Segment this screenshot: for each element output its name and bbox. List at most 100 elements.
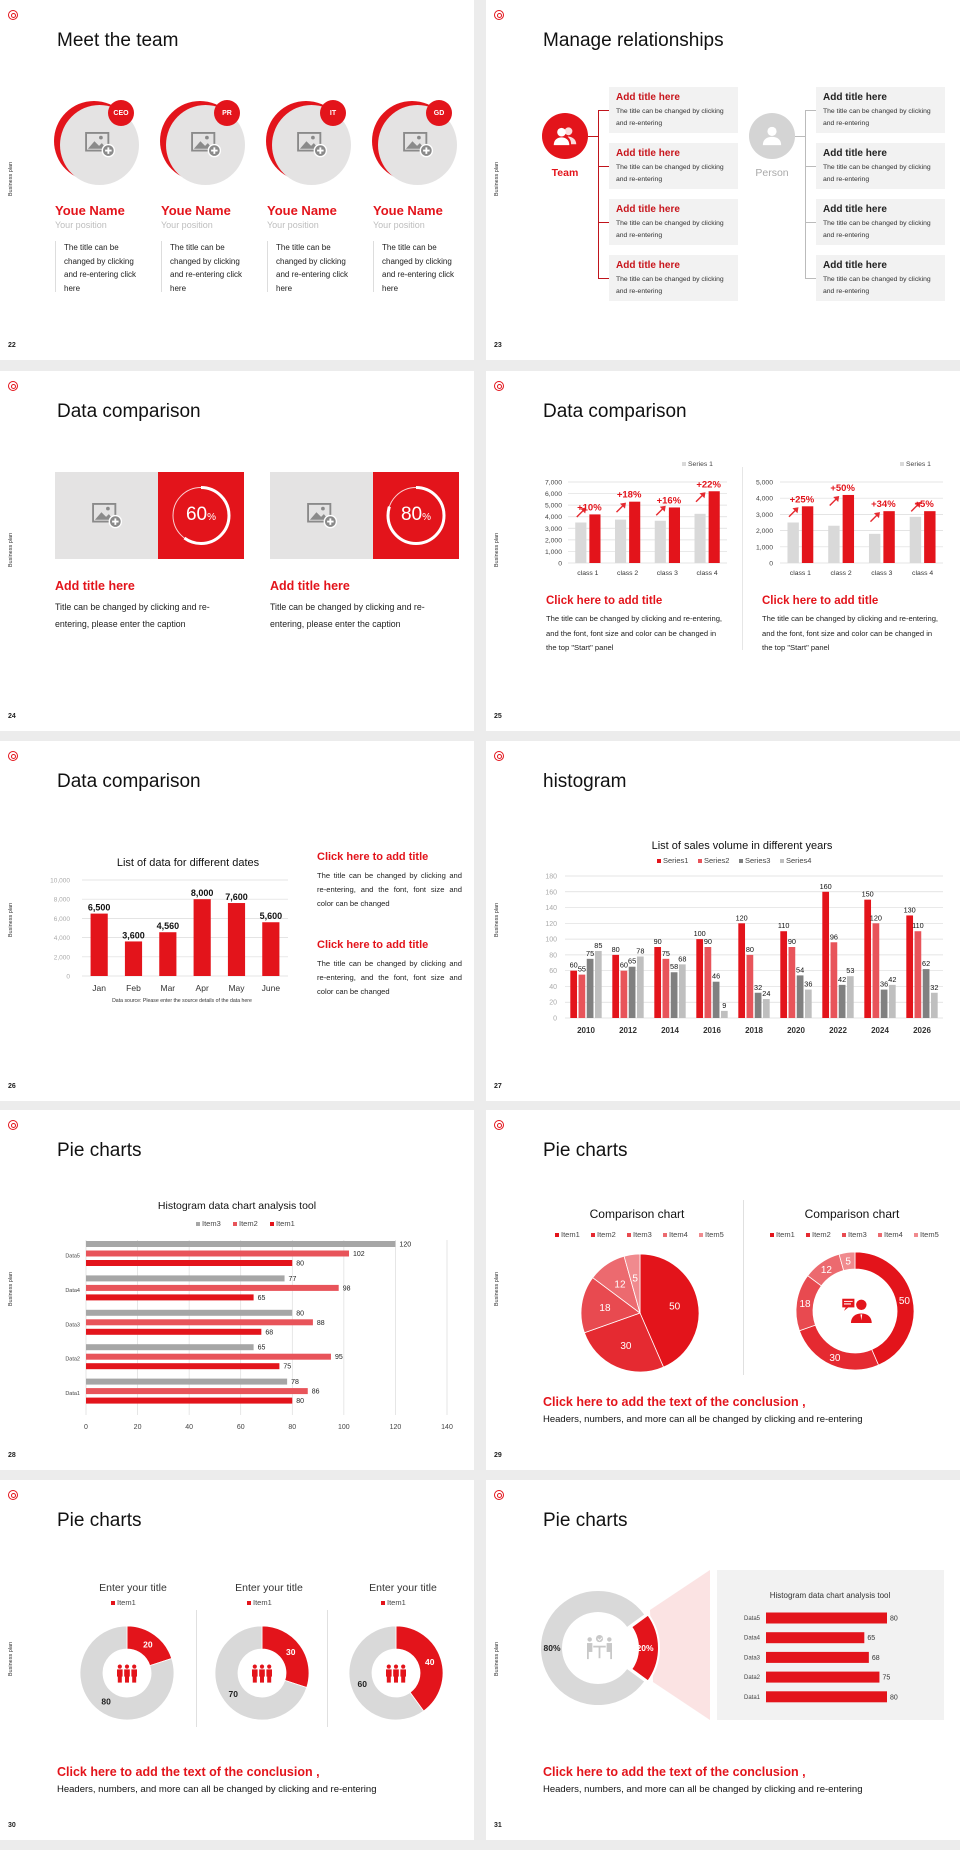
slice-label: 50 — [899, 1296, 911, 1307]
item-desc: The title can be changed by clicking and… — [616, 276, 724, 295]
pie-slice — [639, 1253, 700, 1368]
value-label: 36 — [804, 980, 812, 989]
legend-label: Item1 — [253, 1598, 272, 1607]
legend-marker — [196, 1222, 200, 1226]
legend-marker — [914, 1233, 918, 1237]
role-badge: IT — [320, 100, 346, 126]
legend-marker — [806, 1233, 810, 1237]
x-category-label: 2026 — [913, 1026, 931, 1035]
slice-label: 18 — [800, 1299, 812, 1310]
logo-icon — [494, 751, 504, 761]
slice-label: 80 — [101, 1697, 111, 1707]
value-label: 90 — [704, 937, 712, 946]
value-label: 98 — [343, 1285, 351, 1292]
item-desc: The title can be changed by clicking and… — [823, 164, 931, 183]
bar — [822, 891, 830, 1018]
conclusion-title[interactable]: Click here to add the text of the conclu… — [543, 1395, 806, 1409]
growth-annotation: +5% — [914, 499, 934, 510]
team-node[interactable] — [542, 113, 588, 159]
relationship-item[interactable]: Add title here The title can be changed b… — [816, 87, 945, 133]
value-label: 4,560 — [157, 921, 180, 931]
card-title: Add title here — [270, 579, 350, 593]
y-tick-label: 180 — [545, 874, 557, 881]
bar — [86, 1284, 339, 1291]
legend-label: Item3 — [848, 1230, 867, 1239]
connector-line — [588, 136, 598, 137]
role-badge: CEO — [108, 100, 134, 126]
relationship-item[interactable]: Add title here The title can be changed b… — [609, 143, 738, 189]
conclusion-title[interactable]: Click here to add the text of the conclu… — [543, 1765, 806, 1779]
person-node[interactable] — [749, 113, 795, 159]
grouped-bar-chart: List of sales volume in different years S… — [545, 840, 943, 1035]
chart-title: Histogram data chart analysis tool — [770, 1591, 891, 1600]
y-tick-label: 10,000 — [50, 878, 70, 885]
progress-ring-fill — [386, 486, 446, 545]
value-label: 75 — [586, 949, 594, 958]
column-divider — [742, 467, 743, 650]
value-label: 80 — [890, 1694, 898, 1701]
page-number: 24 — [8, 713, 16, 720]
bar — [86, 1319, 313, 1326]
legend-marker — [247, 1601, 251, 1605]
slide-title: Pie charts — [57, 1140, 142, 1161]
slide-title: Data comparison — [543, 401, 687, 422]
block-title[interactable]: Click here to add title — [317, 851, 429, 863]
legend-label: Item3 — [202, 1219, 221, 1228]
role-badge: PR — [214, 100, 240, 126]
image-placeholder[interactable] — [270, 472, 373, 559]
pie-slice — [348, 1625, 425, 1721]
relationship-item[interactable]: Add title here The title can be changed b… — [609, 199, 738, 245]
member-position: Your position — [161, 220, 213, 230]
y-tick-label: 0 — [558, 561, 562, 568]
chart-title: Enter your title — [99, 1582, 167, 1594]
percent-panel: 80% — [373, 472, 459, 559]
value-label: 5,600 — [260, 911, 283, 921]
y-tick-label: 40 — [549, 984, 557, 991]
item-title: Add title here — [823, 148, 887, 159]
member-description: The title can be changed by clicking and… — [276, 243, 349, 294]
chart-title: Histogram data chart analysis tool — [158, 1200, 316, 1212]
bar-charts: 0 1,000 2,000 3,000 4,000 5,000 6,000 7,000 clas… — [545, 461, 943, 577]
legend-marker — [270, 1222, 274, 1226]
relationship-item[interactable]: Add title here The title can be changed b… — [816, 199, 945, 245]
block-title[interactable]: Click here to add title — [546, 595, 663, 607]
bar — [662, 958, 670, 1018]
trend-arrow-icon — [910, 501, 921, 512]
page-number: 30 — [8, 1822, 16, 1829]
value-label: 7,600 — [225, 892, 248, 902]
item-title: Add title here — [823, 260, 887, 271]
member-description: The title can be changed by clicking and… — [64, 243, 137, 294]
x-category-label: class 1 — [577, 570, 598, 577]
y-tick-label: 100 — [545, 937, 557, 944]
y-category-label: Data4 — [744, 1636, 761, 1642]
y-category-label: Data2 — [65, 1357, 80, 1363]
slide-28: Business plan 28 Pie charts Histogram data … — [0, 1110, 474, 1470]
page-number: 26 — [8, 1083, 16, 1090]
y-tick-label: 20 — [549, 1000, 557, 1007]
block-title[interactable]: Click here to add title — [762, 595, 879, 607]
item-title: Add title here — [616, 204, 680, 215]
relationship-item[interactable]: Add title here The title can be changed b… — [816, 143, 945, 189]
percent-unit: % — [207, 512, 217, 523]
connector-line — [805, 110, 806, 279]
legend-marker — [233, 1222, 237, 1226]
bar — [880, 989, 888, 1018]
x-tick-label: 80 — [288, 1424, 296, 1431]
relationship-item[interactable]: Add title here The title can be changed b… — [609, 255, 738, 301]
bar — [628, 966, 636, 1018]
bar — [842, 494, 855, 563]
conclusion-title[interactable]: Click here to add the text of the conclu… — [57, 1765, 320, 1779]
bar — [788, 947, 796, 1018]
slide-title: Manage relationships — [543, 30, 724, 51]
legend-label: Series2 — [704, 856, 729, 865]
relationship-item[interactable]: Add title here The title can be changed b… — [609, 87, 738, 133]
block-title[interactable]: Click here to add title — [317, 939, 429, 951]
logo-icon — [494, 381, 504, 391]
image-placeholder[interactable] — [55, 472, 158, 559]
item-title: Add title here — [823, 204, 887, 215]
legend-label: Item1 — [117, 1598, 136, 1607]
x-tick-label: 40 — [185, 1424, 193, 1431]
bar — [801, 506, 814, 563]
relationship-item[interactable]: Add title here The title can be changed b… — [816, 255, 945, 301]
bar — [720, 1010, 728, 1018]
